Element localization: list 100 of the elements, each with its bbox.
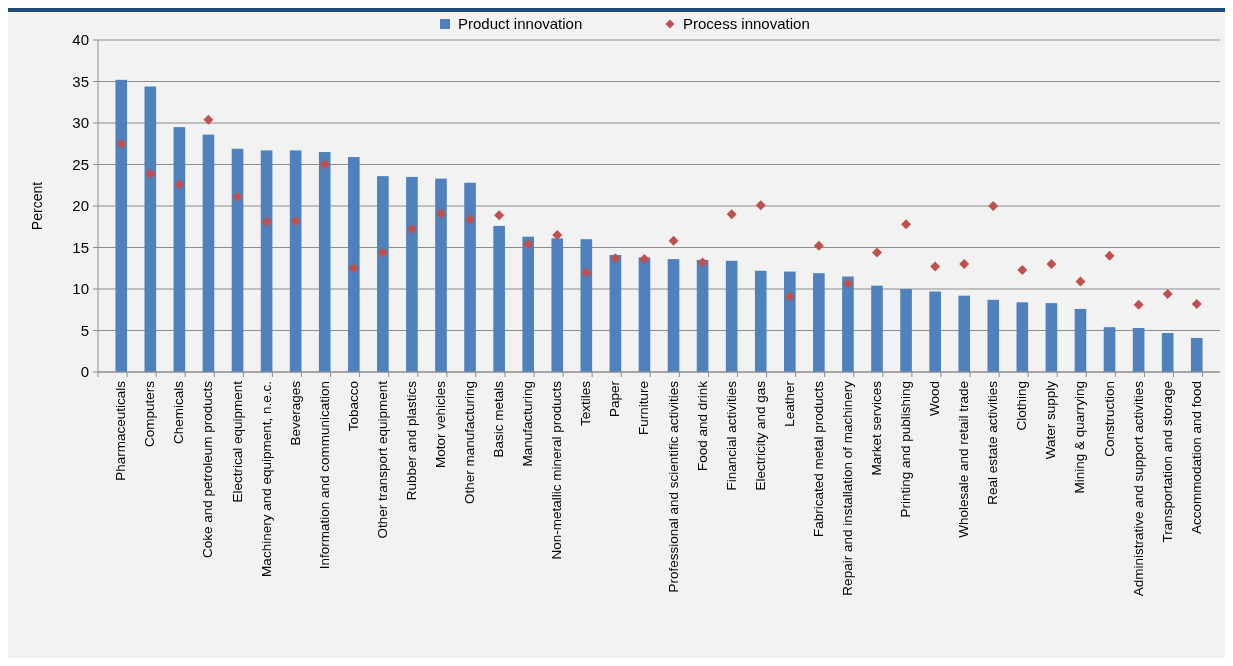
point bbox=[755, 200, 766, 211]
bar bbox=[609, 254, 622, 372]
point bbox=[290, 215, 301, 226]
bar bbox=[1074, 308, 1087, 372]
x-tick-label: Fabricated metal products bbox=[810, 380, 826, 538]
point bbox=[726, 209, 737, 220]
x-tick-label: Printing and publishing bbox=[898, 381, 914, 518]
x-tick-label: Chemicals bbox=[171, 380, 187, 445]
bar bbox=[783, 271, 796, 372]
point bbox=[1104, 250, 1115, 261]
y-tick-label: 5 bbox=[80, 321, 89, 339]
bar bbox=[900, 289, 912, 372]
y-tick-label: 30 bbox=[72, 114, 89, 132]
x-tick-label: Electrical equipment bbox=[229, 380, 245, 503]
y-axis-title: Percent bbox=[29, 181, 45, 231]
bar bbox=[638, 257, 651, 372]
point bbox=[988, 201, 999, 211]
x-tick-label: Administrative and support activities bbox=[1130, 380, 1146, 597]
x-tick-label: Wood bbox=[927, 381, 943, 417]
point bbox=[232, 191, 243, 202]
bar bbox=[1190, 337, 1203, 372]
bar bbox=[522, 236, 535, 372]
x-tick-label: Rubber and plastics bbox=[403, 380, 419, 501]
point bbox=[203, 114, 214, 125]
point bbox=[697, 257, 708, 268]
bar bbox=[813, 273, 825, 372]
y-tick-label: 40 bbox=[72, 31, 89, 49]
bar bbox=[144, 86, 157, 372]
x-tick-label: Clothing bbox=[1014, 381, 1030, 431]
x-tick-label: Wholesale and retail trade bbox=[956, 381, 972, 538]
x-tick-label: Machinery and equipment, n.e.c. bbox=[258, 381, 274, 577]
point bbox=[552, 230, 563, 241]
legend-label: Product innovation bbox=[458, 15, 583, 33]
y-tick-label: 25 bbox=[72, 155, 89, 173]
bar bbox=[406, 176, 418, 372]
x-tick-label: Accommodation and food bbox=[1188, 381, 1204, 535]
point bbox=[1162, 288, 1173, 299]
bar bbox=[987, 299, 1000, 372]
point bbox=[1075, 276, 1086, 287]
point bbox=[435, 208, 446, 219]
x-tick-label: Coke and petroleum products bbox=[200, 380, 216, 559]
bar bbox=[464, 182, 476, 372]
bar bbox=[1103, 327, 1116, 372]
x-tick-label: Repair and installation of machinery bbox=[839, 380, 855, 596]
legend-label: Process innovation bbox=[683, 15, 810, 33]
x-tick-label: Pharmaceuticals bbox=[113, 380, 129, 481]
point bbox=[639, 254, 650, 265]
x-tick-label: Manufacturing bbox=[520, 381, 536, 467]
point bbox=[610, 253, 621, 264]
y-tick-label: 10 bbox=[72, 280, 89, 298]
point bbox=[116, 138, 127, 149]
bar bbox=[725, 260, 738, 372]
point bbox=[959, 259, 970, 270]
x-tick-label: Electricity and gas bbox=[752, 380, 768, 491]
point bbox=[872, 247, 883, 258]
point bbox=[145, 168, 156, 179]
bar bbox=[1161, 332, 1174, 372]
bar bbox=[667, 259, 680, 372]
x-tick-label: Tobacco bbox=[345, 381, 361, 432]
x-tick-label: Computers bbox=[142, 380, 158, 448]
x-tick-label: Professional and scientific activities bbox=[665, 380, 681, 593]
bar bbox=[1132, 328, 1145, 372]
x-tick-label: Leather bbox=[781, 380, 797, 427]
point bbox=[261, 216, 272, 227]
point bbox=[930, 261, 941, 272]
point bbox=[348, 263, 359, 274]
bar bbox=[347, 157, 360, 372]
bar bbox=[260, 150, 273, 372]
x-tick-label: Non-metallic mineral products bbox=[549, 380, 565, 560]
bar bbox=[289, 150, 302, 372]
point bbox=[784, 291, 795, 302]
point bbox=[1046, 259, 1057, 270]
point bbox=[406, 224, 417, 235]
point bbox=[1133, 299, 1144, 310]
bar bbox=[318, 152, 331, 372]
x-tick-label: Financial activities bbox=[723, 380, 739, 491]
y-tick-label: 35 bbox=[72, 72, 89, 90]
point bbox=[319, 159, 330, 170]
y-tick-label: 15 bbox=[72, 238, 89, 256]
bar bbox=[115, 79, 128, 372]
x-tick-label: Basic metals bbox=[491, 380, 507, 458]
x-tick-label: Other transport equipment bbox=[374, 380, 390, 539]
bar bbox=[551, 238, 564, 372]
x-tick-label: Construction bbox=[1101, 381, 1117, 457]
x-tick-label: Motor vehicles bbox=[432, 380, 448, 469]
x-tick-label: Information and communication bbox=[316, 381, 332, 570]
bar bbox=[493, 225, 505, 372]
point bbox=[465, 214, 476, 225]
x-tick-label: Water supply bbox=[1043, 380, 1059, 460]
point bbox=[377, 247, 388, 258]
bar bbox=[231, 148, 244, 372]
x-tick-label: Paper bbox=[607, 380, 623, 418]
x-tick-label: Real estate activities bbox=[985, 380, 1001, 505]
x-tick-label: Other manufacturing bbox=[462, 381, 478, 505]
x-tick-label: Beverages bbox=[287, 380, 303, 446]
bar bbox=[202, 134, 215, 372]
y-tick-label: 0 bbox=[80, 363, 89, 381]
point bbox=[1017, 264, 1028, 275]
bar bbox=[377, 176, 389, 372]
x-tick-label: Textiles bbox=[578, 380, 594, 427]
